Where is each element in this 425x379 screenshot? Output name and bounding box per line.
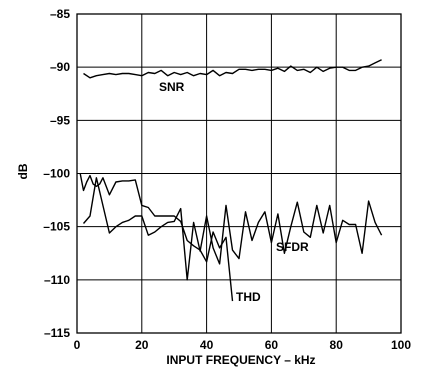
y-tick-label: –95 [50, 113, 70, 127]
x-tick-label: 100 [391, 338, 411, 352]
x-tick-labels: 0 20 40 60 80 100 [74, 338, 412, 352]
y-tick-label: –115 [44, 326, 70, 340]
series-label-thd: THD [236, 290, 261, 304]
y-tick-labels: –85 –90 –95 –100 –105 –110 –115 [43, 7, 70, 340]
x-tick-label: 40 [200, 338, 214, 352]
plot-frame [76, 13, 402, 334]
x-tick-label: 0 [74, 338, 81, 352]
series-lines [79, 59, 383, 302]
series-label-sfdr: SFDR [276, 240, 309, 254]
series-line-thd [79, 173, 234, 302]
series-label-snr: SNR [159, 80, 185, 94]
y-tick-label: –85 [50, 7, 70, 21]
series-line-sfdr [82, 177, 383, 281]
x-tick-label: 80 [330, 338, 344, 352]
x-tick-label: 20 [135, 338, 149, 352]
series-labels: SNR SFDR THD [159, 80, 309, 304]
grid [76, 13, 402, 334]
y-tick-label: –100 [43, 167, 70, 181]
y-axis-title: dB [16, 163, 30, 179]
x-tick-label: 60 [265, 338, 279, 352]
y-tick-label: –90 [50, 60, 70, 74]
y-tick-label: –110 [44, 273, 70, 287]
y-tick-label: –105 [43, 220, 70, 234]
x-axis-title: INPUT FREQUENCY – kHz [166, 353, 315, 367]
series-line-snr [83, 59, 382, 79]
